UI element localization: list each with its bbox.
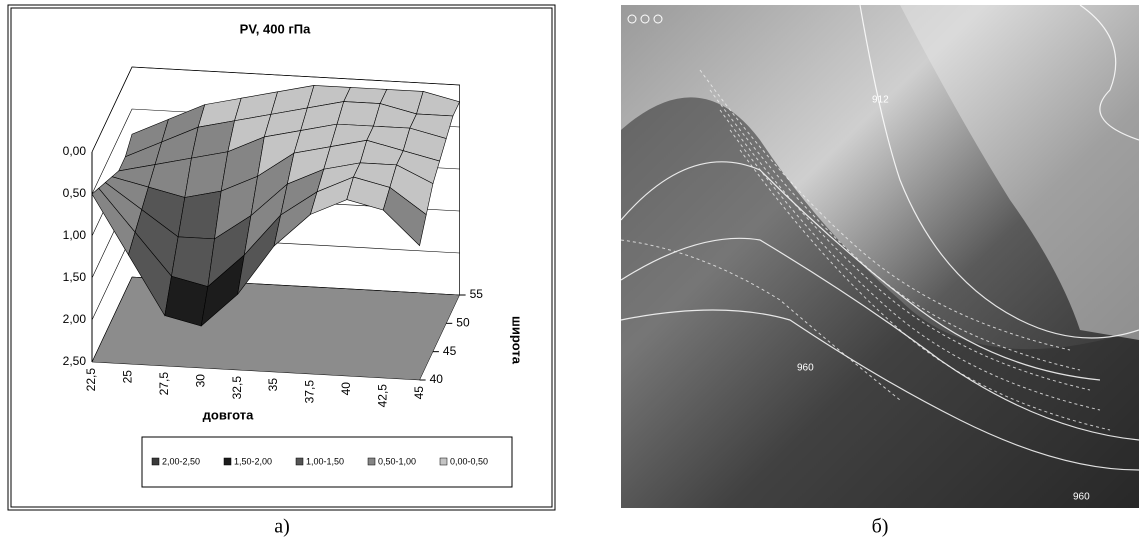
legend-swatch: [295, 457, 304, 466]
surface-cell: [177, 190, 222, 240]
legend-label: 0,50-1,00: [378, 456, 416, 466]
x-axis-label: довгота: [203, 407, 254, 422]
x-tick-label: 37,5: [303, 380, 317, 404]
x-tick-label: 40: [339, 382, 353, 396]
surface-cell: [336, 101, 381, 127]
y-tick-label: 40: [430, 372, 444, 386]
chart-frame-inner: [10, 7, 553, 508]
x-tick-label: 30: [193, 374, 207, 388]
x-tick-label: 32,5: [230, 376, 244, 400]
dark-area: [621, 97, 1139, 509]
contours: [620, 4, 1139, 471]
y-tick-label: 50: [456, 316, 470, 330]
legend-box: [141, 436, 513, 488]
z-tick-label: 2,50: [63, 354, 87, 368]
zoom-icons: [627, 14, 663, 24]
x-tick-label: 35: [266, 378, 280, 392]
chart-frame: [7, 4, 556, 511]
legend-label: 1,00-1,50: [306, 456, 344, 466]
legend-swatch: [151, 457, 160, 466]
x-tick-label: 25: [121, 370, 135, 384]
grid-line: [91, 276, 460, 363]
y-tick-label: 45: [443, 344, 457, 358]
y-tick-label: 55: [470, 287, 484, 301]
grid-line: [91, 66, 460, 153]
legend-swatch: [439, 457, 448, 466]
legend-swatch: [223, 457, 232, 466]
z-tick-label: 0,00: [63, 144, 87, 158]
map-label: 960: [797, 363, 814, 374]
surface-cell: [343, 87, 388, 104]
legend-label: 2,00-2,50: [162, 456, 200, 466]
z-tick-label: 1,00: [63, 228, 87, 242]
z-tick-label: 0,50: [63, 186, 87, 200]
x-tick-label: 42,5: [375, 384, 389, 408]
z-tick-label: 1,50: [63, 270, 87, 284]
cloud-area: [900, 5, 1139, 340]
x-tick-label: 27,5: [157, 372, 171, 396]
x-tick-label: 22,5: [84, 368, 98, 392]
map-label: 960: [1073, 492, 1090, 503]
y-axis-label: широта: [510, 316, 525, 365]
x-tick-label: 45: [412, 386, 426, 400]
caption: а): [274, 516, 290, 538]
map-label: 912: [872, 95, 889, 106]
surface-cell: [382, 186, 427, 247]
wind-barbs: [620, 69, 1111, 431]
legend-label: 0,00-0,50: [450, 456, 488, 466]
satellite-image: 912 960 960: [620, 4, 1139, 509]
chart-title: PV, 400 гПа: [240, 21, 311, 36]
legend-label: 1,50-2,00: [234, 456, 272, 466]
z-tick-label: 2,00: [63, 312, 87, 326]
legend-swatch: [367, 457, 376, 466]
caption: б): [872, 516, 889, 538]
floor: [91, 276, 460, 381]
